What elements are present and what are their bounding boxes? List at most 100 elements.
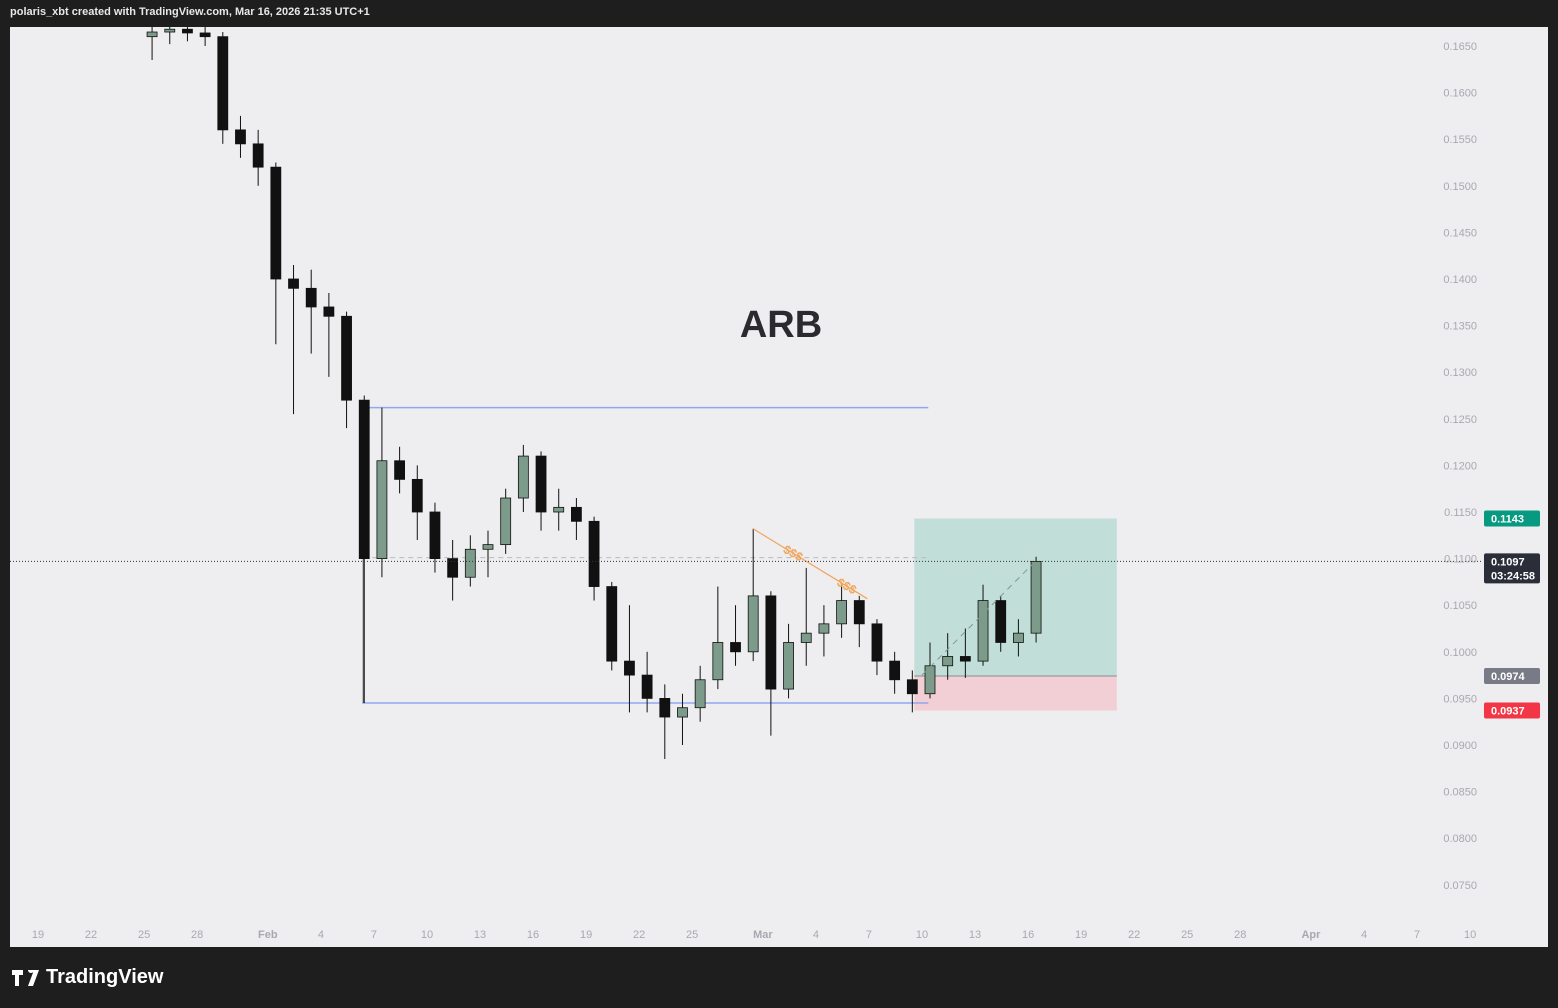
y-tick-label: 0.0850 bbox=[1443, 787, 1477, 799]
x-tick-label: 10 bbox=[421, 929, 433, 941]
x-tick-label: 13 bbox=[474, 929, 486, 941]
target-price-tag-bg bbox=[1484, 510, 1540, 527]
candles bbox=[146, 27, 1042, 759]
candle-down bbox=[624, 660, 635, 676]
y-tick-label: 0.1200 bbox=[1443, 460, 1477, 472]
candle-down bbox=[394, 460, 406, 480]
candle-up bbox=[694, 679, 706, 709]
candle-down bbox=[995, 600, 1007, 643]
candle-down bbox=[447, 558, 459, 578]
candle-up bbox=[836, 600, 847, 625]
candlestick-chart[interactable]: $$$$$$ARB0.16500.16000.15500.15000.14500… bbox=[10, 27, 1548, 947]
x-tick-label: 4 bbox=[318, 929, 324, 941]
x-tick-label: 4 bbox=[1361, 929, 1367, 941]
liquidity-trendline bbox=[752, 528, 868, 600]
candle-up bbox=[800, 632, 812, 643]
chart-title: ARB bbox=[740, 304, 822, 346]
x-tick-label: 7 bbox=[1414, 929, 1420, 941]
candle-down bbox=[252, 143, 264, 168]
x-tick-label: 28 bbox=[191, 929, 203, 941]
x-tick-label: 25 bbox=[1181, 929, 1193, 941]
chart-area[interactable]: $$$ $$$ ARB 0.1650 0.1600 0.1550 0.1500 0.1450 0… bbox=[10, 27, 1548, 947]
logo-text: TradingView bbox=[46, 966, 164, 988]
candle-down bbox=[341, 315, 352, 401]
candle-down bbox=[641, 674, 653, 699]
candle-up bbox=[977, 600, 989, 662]
y-tick-label: 0.1650 bbox=[1443, 41, 1477, 53]
candle-down bbox=[323, 306, 335, 317]
x-tick-label: 4 bbox=[813, 929, 819, 941]
candle-up bbox=[164, 28, 176, 33]
candle-down bbox=[659, 698, 671, 718]
candle-down bbox=[199, 32, 211, 38]
candle-down bbox=[889, 660, 901, 681]
y-tick-label: 0.1450 bbox=[1443, 227, 1477, 239]
y-tick-label: 0.1150 bbox=[1444, 507, 1477, 519]
projection-line bbox=[921, 558, 1039, 676]
candle-down bbox=[217, 36, 229, 131]
candle-down bbox=[235, 129, 246, 145]
candle-down bbox=[853, 600, 865, 625]
candle-down bbox=[730, 642, 741, 653]
attribution-text: polaris_xbt created with TradingView.com… bbox=[10, 6, 370, 18]
candle-down bbox=[906, 679, 918, 695]
y-tick-label: 0.1600 bbox=[1443, 88, 1477, 100]
x-tick-label: 22 bbox=[1128, 929, 1140, 941]
candle-down bbox=[871, 623, 883, 662]
liquidity-label: $$$ bbox=[835, 575, 860, 597]
candle-down bbox=[288, 278, 299, 289]
countdown-timer: 03:24:58 bbox=[1491, 570, 1535, 582]
candle-up bbox=[376, 460, 388, 559]
candle-up bbox=[146, 31, 158, 38]
tradingview-logo-icon bbox=[12, 969, 39, 986]
y-tick-label: 0.1500 bbox=[1443, 181, 1477, 193]
x-tick-label: 28 bbox=[1234, 929, 1246, 941]
x-tick-label: 10 bbox=[1464, 929, 1476, 941]
candle-down bbox=[305, 287, 317, 308]
candle-down bbox=[411, 478, 423, 513]
candle-up bbox=[924, 665, 936, 695]
x-tick-label: 22 bbox=[633, 929, 645, 941]
x-tick-label: 25 bbox=[138, 929, 150, 941]
candle-down bbox=[588, 520, 600, 587]
x-tick-label: 7 bbox=[866, 929, 872, 941]
candle-down bbox=[606, 586, 618, 662]
y-tick-label: 0.1400 bbox=[1443, 274, 1477, 286]
candle-down bbox=[571, 506, 582, 522]
candle-down bbox=[535, 455, 547, 513]
x-tick-label: 13 bbox=[969, 929, 981, 941]
x-tick-label: Mar bbox=[753, 929, 773, 941]
candle-up bbox=[500, 497, 512, 546]
entry-price-tag-bg bbox=[1484, 668, 1540, 685]
y-tick-label: 0.1050 bbox=[1443, 600, 1477, 612]
candle-down bbox=[182, 28, 193, 34]
candle-up bbox=[818, 623, 830, 634]
y-tick-label: 0.0950 bbox=[1443, 693, 1477, 705]
candle-up bbox=[783, 642, 794, 690]
candle-down bbox=[765, 595, 777, 690]
candle-up bbox=[464, 548, 476, 578]
candle-up bbox=[482, 544, 494, 550]
last-price-tag: 0.1097 bbox=[1491, 556, 1525, 568]
candle-down bbox=[358, 399, 370, 560]
candle-up bbox=[1013, 632, 1024, 643]
x-tick-label: 19 bbox=[580, 929, 592, 941]
target-price-tag: 0.1143 bbox=[1491, 514, 1524, 526]
y-tick-label: 0.0750 bbox=[1443, 880, 1477, 892]
y-tick-label: 0.1100 bbox=[1444, 554, 1477, 566]
candle-up bbox=[517, 455, 529, 499]
stop-price-tag: 0.0937 bbox=[1491, 706, 1525, 718]
y-tick-label: 0.1550 bbox=[1443, 134, 1477, 146]
x-tick-label: 7 bbox=[371, 929, 377, 941]
candle-up bbox=[747, 595, 759, 653]
y-tick-label: 0.1250 bbox=[1443, 414, 1477, 426]
tradingview-logo: TradingView bbox=[12, 966, 163, 989]
x-tick-label: 19 bbox=[1075, 929, 1087, 941]
candle-down bbox=[270, 166, 282, 280]
candle-up bbox=[553, 506, 565, 513]
candle-down bbox=[959, 656, 971, 662]
y-tick-label: 0.0900 bbox=[1443, 740, 1477, 752]
x-tick-label: 16 bbox=[527, 929, 539, 941]
candle-down bbox=[429, 511, 441, 559]
loss-zone bbox=[914, 676, 1117, 711]
